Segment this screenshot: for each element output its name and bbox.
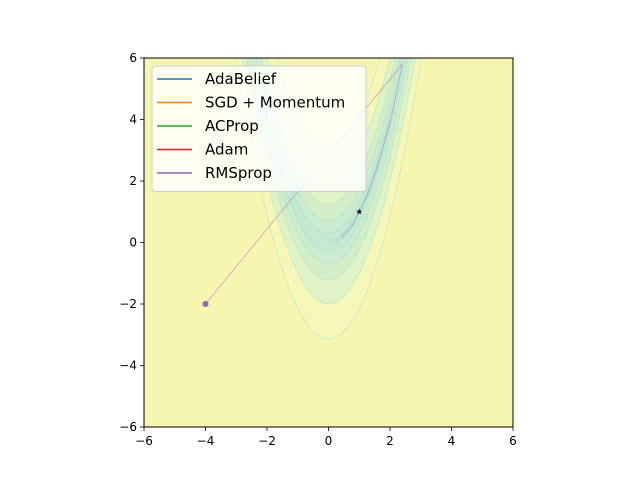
markers bbox=[202, 208, 363, 307]
legend-label: Adam bbox=[205, 141, 248, 159]
contour-level-1 bbox=[328, 119, 391, 244]
x-tick-label: 4 bbox=[448, 434, 456, 448]
legend-label: ACProp bbox=[205, 117, 259, 135]
y-tick-label: 6 bbox=[129, 51, 137, 65]
series-line-rmsprop bbox=[205, 63, 403, 305]
x-axis: −6 −4 −2 0 2 4 6 bbox=[135, 427, 517, 448]
contour-level-150 bbox=[245, 58, 412, 281]
x-tick-label: 0 bbox=[325, 434, 333, 448]
y-axis: −6 −4 −2 0 2 4 6 bbox=[119, 51, 144, 434]
y-tick-label: −2 bbox=[119, 297, 137, 311]
y-tick-label: 4 bbox=[129, 113, 137, 127]
x-tick-label: −2 bbox=[258, 434, 276, 448]
contour-level-10 bbox=[261, 58, 406, 252]
y-tick-label: 2 bbox=[129, 174, 137, 188]
x-tick-label: 2 bbox=[386, 434, 394, 448]
x-tick-label: 6 bbox=[509, 434, 517, 448]
legend: AdaBelief SGD + Momentum ACProp Adam RMSprop bbox=[151, 65, 367, 192]
x-tick-label: −4 bbox=[197, 434, 215, 448]
contour-fill bbox=[144, 58, 513, 427]
contour-level-400 bbox=[241, 58, 416, 305]
optimum-star bbox=[356, 208, 363, 215]
x-tick-label: −6 bbox=[135, 434, 153, 448]
legend-label: SGD + Momentum bbox=[205, 94, 345, 112]
y-tick-label: −6 bbox=[119, 420, 137, 434]
legend-label: RMSprop bbox=[205, 164, 272, 182]
y-tick-label: 0 bbox=[129, 236, 137, 250]
start-point bbox=[202, 301, 209, 307]
legend-label: AdaBelief bbox=[205, 70, 277, 88]
y-tick-label: −4 bbox=[119, 359, 137, 373]
legend-box bbox=[151, 65, 367, 192]
trajectories bbox=[205, 63, 403, 305]
